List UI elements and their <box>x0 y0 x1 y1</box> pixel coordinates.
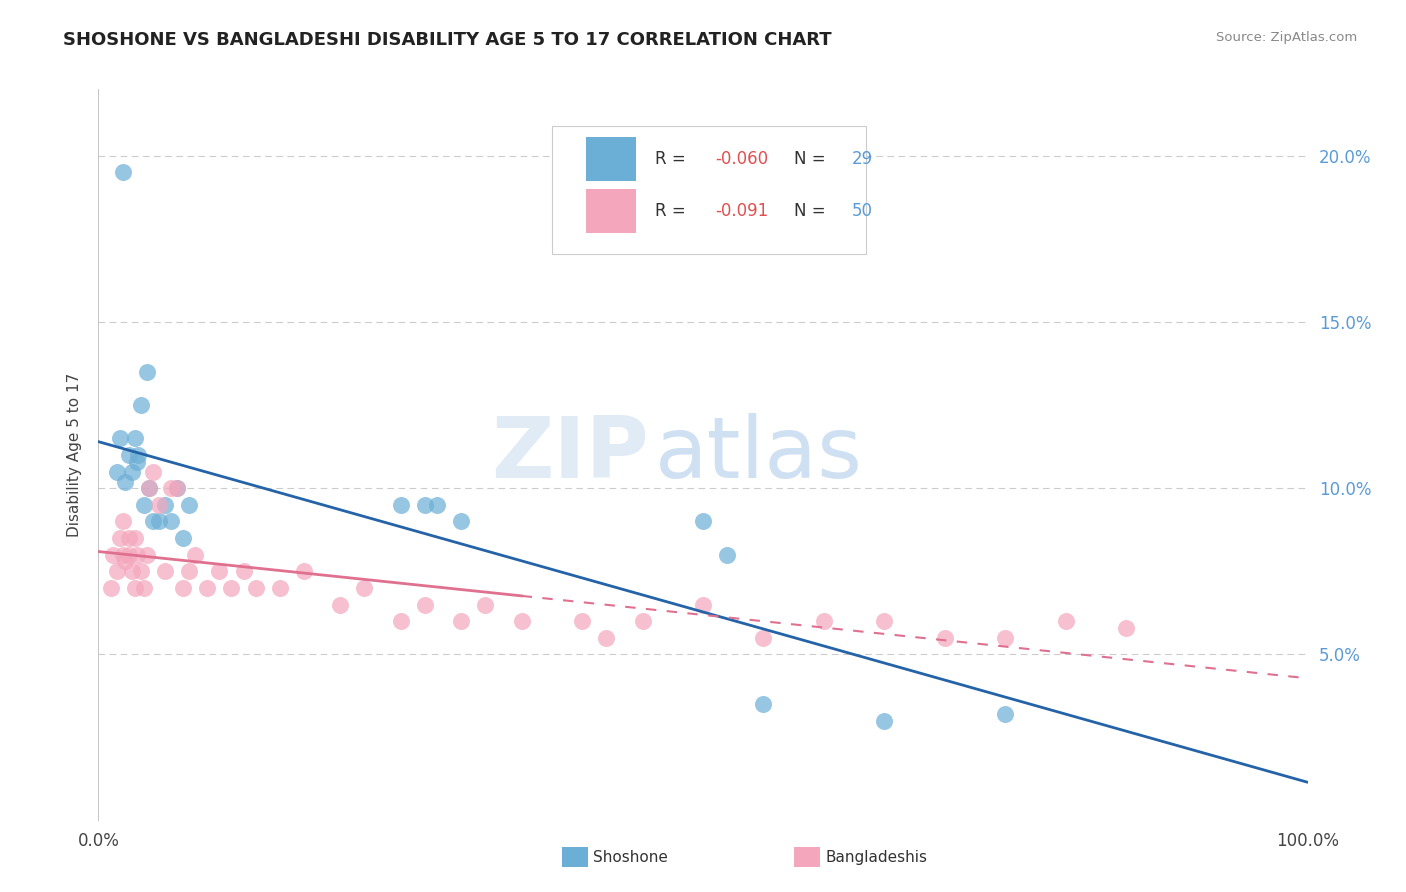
Point <box>195 581 218 595</box>
Point <box>166 481 188 495</box>
Point <box>111 515 134 529</box>
Text: N =: N = <box>793 202 831 219</box>
Point <box>389 614 412 628</box>
Point <box>127 454 149 468</box>
Text: -0.060: -0.060 <box>716 151 768 169</box>
Point <box>124 581 146 595</box>
Point <box>111 548 134 562</box>
Point <box>172 531 194 545</box>
Point <box>138 481 160 495</box>
Point <box>179 498 201 512</box>
Text: atlas: atlas <box>655 413 863 497</box>
FancyBboxPatch shape <box>586 189 637 233</box>
Point <box>129 398 152 412</box>
Text: -0.091: -0.091 <box>716 202 768 219</box>
Point <box>631 614 654 628</box>
Point <box>269 581 291 595</box>
FancyBboxPatch shape <box>586 137 637 181</box>
Point <box>232 564 254 578</box>
Text: Shoshone: Shoshone <box>593 850 668 864</box>
Point <box>105 564 128 578</box>
Text: SHOSHONE VS BANGLADESHI DISABILITY AGE 5 TO 17 CORRELATION CHART: SHOSHONE VS BANGLADESHI DISABILITY AGE 5… <box>63 31 832 49</box>
Point <box>148 498 170 512</box>
Point <box>353 581 375 595</box>
Point <box>166 481 188 495</box>
Point <box>245 581 267 595</box>
Point <box>450 515 472 529</box>
Point <box>413 598 436 612</box>
Point <box>135 365 157 379</box>
Point <box>474 598 496 612</box>
Point <box>118 531 141 545</box>
Point <box>595 631 617 645</box>
Point <box>111 165 134 179</box>
Point <box>114 554 136 568</box>
Point <box>873 714 896 728</box>
Point <box>329 598 352 612</box>
Point <box>292 564 315 578</box>
Point <box>124 431 146 445</box>
Text: 29: 29 <box>852 151 873 169</box>
Point <box>121 465 143 479</box>
Point <box>124 531 146 545</box>
FancyBboxPatch shape <box>551 126 866 253</box>
Point <box>148 515 170 529</box>
Point <box>221 581 243 595</box>
Point <box>105 465 128 479</box>
Point <box>692 515 714 529</box>
Point <box>994 707 1017 722</box>
Text: R =: R = <box>655 151 690 169</box>
Point <box>108 531 131 545</box>
Point <box>450 614 472 628</box>
Point <box>127 548 149 562</box>
Point <box>138 481 160 495</box>
Point <box>752 698 775 712</box>
Point <box>160 481 183 495</box>
Point <box>426 498 449 512</box>
Point <box>571 614 593 628</box>
Point <box>142 465 165 479</box>
Text: 50: 50 <box>852 202 873 219</box>
Y-axis label: Disability Age 5 to 17: Disability Age 5 to 17 <box>66 373 82 537</box>
Point <box>172 581 194 595</box>
Point <box>934 631 956 645</box>
Point <box>134 581 156 595</box>
Point <box>101 548 124 562</box>
Point <box>413 498 436 512</box>
Point <box>134 498 156 512</box>
Point <box>752 631 775 645</box>
Point <box>153 498 176 512</box>
Point <box>129 564 152 578</box>
Point <box>142 515 165 529</box>
Point <box>127 448 149 462</box>
Text: N =: N = <box>793 151 831 169</box>
Point <box>179 564 201 578</box>
Point <box>716 548 738 562</box>
Point <box>1054 614 1077 628</box>
Text: Bangladeshis: Bangladeshis <box>825 850 928 864</box>
Point <box>153 564 176 578</box>
Text: Source: ZipAtlas.com: Source: ZipAtlas.com <box>1216 31 1357 45</box>
Point <box>692 598 714 612</box>
Point <box>994 631 1017 645</box>
Point <box>114 475 136 489</box>
Point <box>118 448 141 462</box>
Point <box>160 515 183 529</box>
Text: ZIP: ZIP <box>491 413 648 497</box>
Point <box>813 614 835 628</box>
Point <box>873 614 896 628</box>
Point <box>135 548 157 562</box>
Point <box>1115 621 1137 635</box>
Point <box>389 498 412 512</box>
Text: R =: R = <box>655 202 690 219</box>
Point <box>208 564 231 578</box>
Point <box>184 548 207 562</box>
Point <box>121 564 143 578</box>
Point <box>108 431 131 445</box>
Point <box>100 581 122 595</box>
Point <box>118 548 141 562</box>
Point <box>510 614 533 628</box>
